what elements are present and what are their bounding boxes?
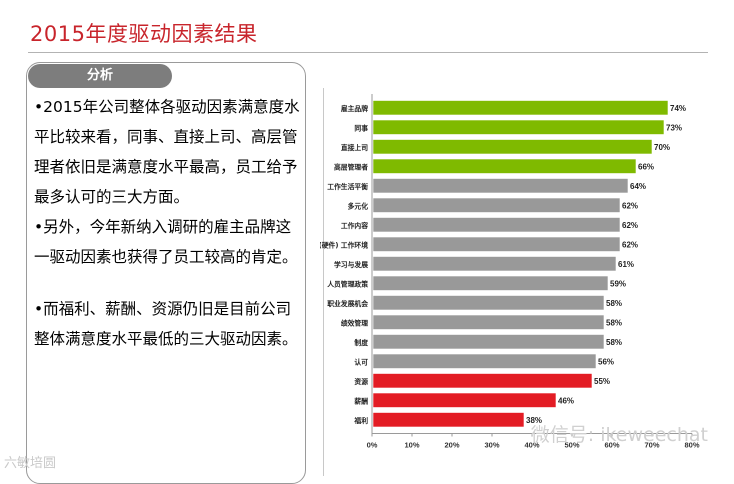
category-label: 人员管理政策 bbox=[327, 279, 368, 288]
value-label: 58% bbox=[606, 318, 622, 327]
category-label: 职业发展机会 bbox=[327, 299, 368, 308]
value-label: 59% bbox=[610, 279, 626, 288]
value-label: 46% bbox=[558, 396, 574, 405]
bar-8 bbox=[372, 236, 621, 252]
category-label: 多元化 bbox=[348, 201, 369, 210]
analysis-tag: 分析 bbox=[28, 64, 172, 88]
bar-16 bbox=[372, 392, 557, 408]
category-label: 雇主品牌 bbox=[341, 104, 368, 113]
bar-7 bbox=[372, 217, 621, 233]
x-tick-label: 10% bbox=[404, 441, 419, 450]
value-label: 58% bbox=[606, 338, 622, 347]
value-label: 64% bbox=[630, 182, 646, 191]
x-tick-label: 30% bbox=[484, 441, 499, 450]
category-label: 工作生活平衡 bbox=[327, 182, 368, 191]
bullet-2: •另外，今年新纳入调研的雇主品牌这一驱动因素也获得了员工较高的肯定。 bbox=[34, 218, 298, 266]
category-label: 薪酬 bbox=[354, 396, 368, 405]
wechat-watermark: 微信号: ikeweechat bbox=[530, 424, 708, 446]
bar-6 bbox=[372, 197, 621, 213]
bar-4 bbox=[372, 158, 637, 174]
x-tick-label: 0% bbox=[367, 441, 378, 450]
value-label: 62% bbox=[622, 240, 638, 249]
category-label: 高层管理者 bbox=[334, 162, 368, 171]
value-label: 62% bbox=[622, 201, 638, 210]
value-label: 61% bbox=[618, 260, 634, 269]
driver-bar-chart: 雇主品牌 74% 同事 73% 直接上司 70% 高层管理者 66% 工作生活平衡 64% 多元化 6… bbox=[320, 94, 700, 450]
bar-15 bbox=[372, 373, 593, 389]
value-label: 58% bbox=[606, 299, 622, 308]
category-label: 工作内容 bbox=[341, 221, 368, 230]
page-title: 2015年度驱动因素结果 bbox=[30, 22, 258, 46]
x-tick-label: 80% bbox=[684, 441, 699, 450]
source-logo: 六敏培圆 bbox=[4, 456, 57, 471]
category-label: 资源 bbox=[354, 377, 368, 386]
analysis-text: •2015年公司整体各驱动因素满意度水平比较来看，同事、直接上司、高层管理者依旧… bbox=[34, 92, 300, 354]
bullet-3: •而福利、薪酬、资源仍旧是目前公司整体满意度水平最低的三大驱动因素。 bbox=[34, 300, 298, 348]
bar-2 bbox=[372, 119, 665, 135]
bar-1 bbox=[372, 100, 669, 116]
value-label: 38% bbox=[526, 416, 542, 425]
value-label: 56% bbox=[598, 357, 614, 366]
category-label: (硬件) 工作环境 bbox=[320, 240, 368, 249]
category-label: 学习与发展 bbox=[334, 260, 368, 269]
x-tick-label: 40% bbox=[524, 441, 539, 450]
bullet-1: •2015年公司整体各驱动因素满意度水平比较来看，同事、直接上司、高层管理者依旧… bbox=[34, 98, 300, 206]
value-label: 70% bbox=[654, 143, 670, 152]
category-label: 直接上司 bbox=[341, 143, 368, 152]
x-tick-label: 70% bbox=[644, 441, 659, 450]
x-tick-label: 20% bbox=[444, 441, 459, 450]
category-label: 认可 bbox=[354, 357, 368, 366]
bar-11 bbox=[372, 295, 605, 311]
value-label: 55% bbox=[594, 377, 610, 386]
bar-12 bbox=[372, 314, 605, 330]
bar-10 bbox=[372, 275, 609, 291]
category-label: 福利 bbox=[353, 416, 368, 425]
bar-5 bbox=[372, 178, 629, 194]
category-label: 制度 bbox=[354, 338, 368, 347]
value-label: 62% bbox=[622, 221, 638, 230]
value-label: 73% bbox=[666, 123, 682, 132]
category-label: 同事 bbox=[354, 123, 368, 132]
bar-13 bbox=[372, 334, 605, 350]
bar-9 bbox=[372, 256, 617, 272]
value-label: 66% bbox=[638, 162, 654, 171]
x-tick-label: 60% bbox=[604, 441, 619, 450]
bar-14 bbox=[372, 353, 597, 369]
x-tick-label: 50% bbox=[564, 441, 579, 450]
bar-3 bbox=[372, 139, 653, 155]
value-label: 74% bbox=[670, 104, 686, 113]
title-divider bbox=[28, 52, 708, 53]
chart-divider bbox=[323, 88, 324, 476]
analysis-panel bbox=[26, 62, 306, 484]
category-label: 绩效管理 bbox=[341, 318, 368, 327]
bar-17 bbox=[372, 412, 525, 428]
